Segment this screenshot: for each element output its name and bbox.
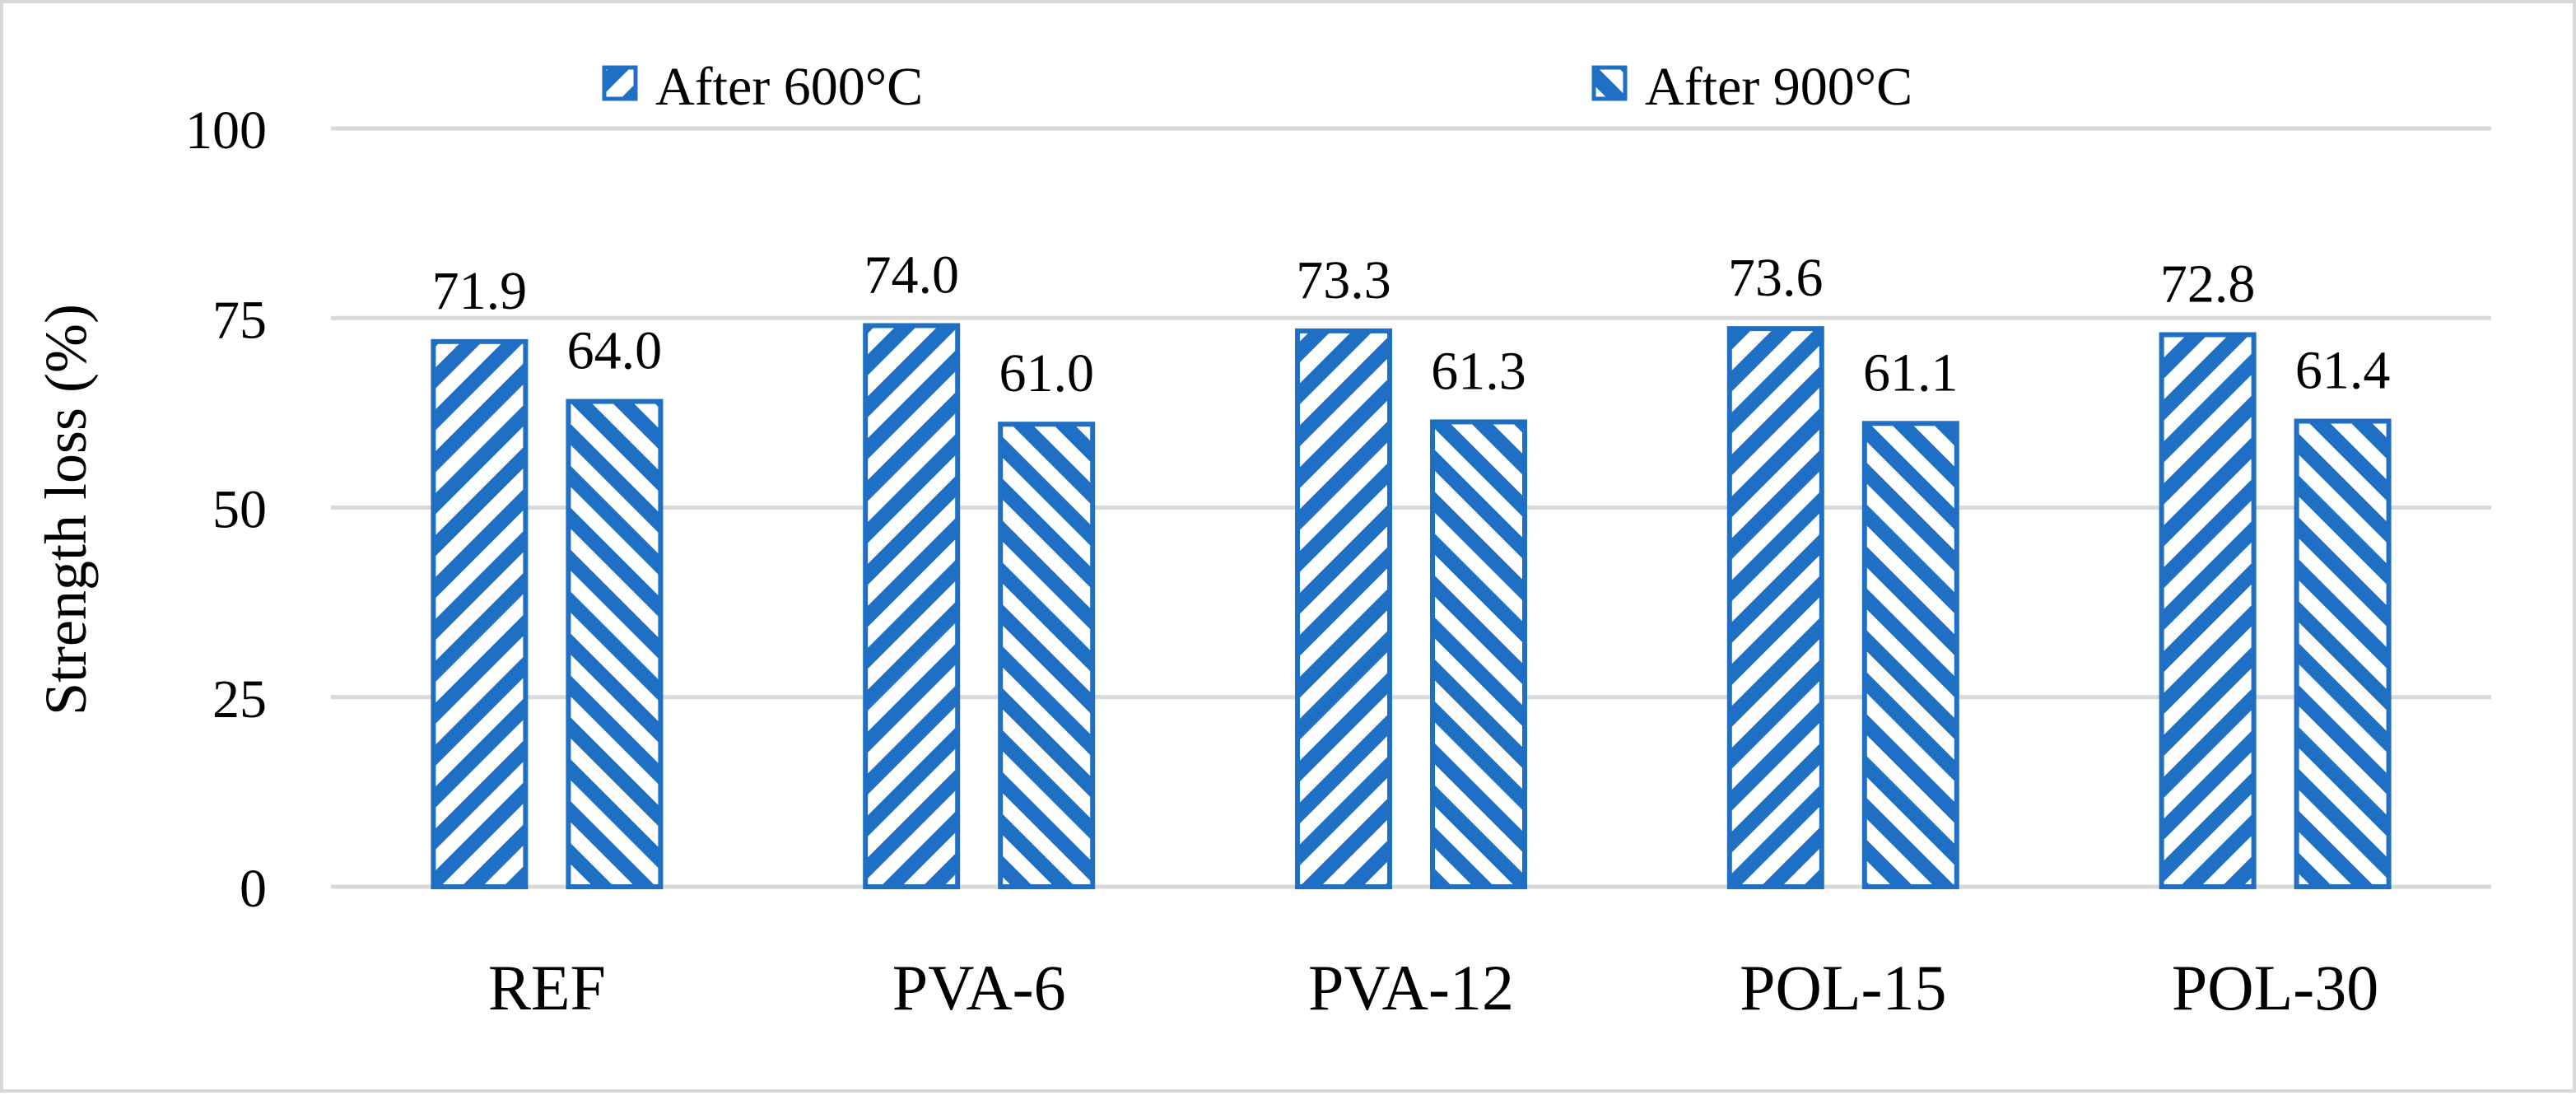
legend-label-900: After 900°C [1645,57,1912,117]
x-tick-label-pol-15: POL-15 [1740,952,1946,1023]
bar-900-ref [566,399,664,889]
x-tick-label-ref: REF [488,952,606,1023]
y-tick-label: 75 [212,290,267,350]
legend-item-600: After 600°C [602,57,923,117]
bar-600-ref [431,338,529,889]
value-label-900-pva-12: 61.3 [1431,341,1526,401]
value-labels: 71.9 64.0 74.0 61.0 73.3 61.3 73.6 61.1 72.8 61.4 [432,245,2391,403]
legend-label-600: After 600°C [655,57,923,117]
x-tick-label-pol-30: POL-30 [2172,952,2378,1023]
legend-item-900: After 900°C [1591,57,1912,117]
legend: After 600°C After 900°C [602,57,1912,117]
y-tick-label: 0 [240,859,267,919]
bar-900-pva-6 [998,422,1096,889]
value-label-600-pol-15: 73.6 [1728,248,1824,308]
bar-600-pol-15 [1726,326,1824,890]
y-tick-label: 50 [212,480,267,540]
y-tick-label: 100 [185,100,267,161]
y-axis-ticks: 0 25 50 75 100 [185,100,267,919]
value-label-600-ref: 71.9 [432,261,528,321]
value-label-600-pva-6: 74.0 [864,245,959,305]
bar-600-pva-12 [1295,328,1392,890]
x-axis-ticks: REF PVA-6 PVA-12 POL-15 POL-30 [488,952,2378,1023]
bar-900-pol-30 [2294,418,2392,890]
bar-600-pva-6 [863,323,961,889]
legend-swatch-600 [602,65,638,101]
bar-600-pol-30 [2159,332,2257,889]
bar-900-pva-12 [1430,419,1527,889]
x-tick-label-pva-12: PVA-12 [1308,952,1514,1023]
x-tick-label-pva-6: PVA-6 [892,952,1066,1023]
y-axis-title: Strength loss (%) [33,304,99,715]
bar-900-pol-15 [1861,421,1959,890]
bars [431,323,2392,890]
bar-chart: Strength loss (%) After 600°C After 900°… [33,57,2491,1023]
value-label-600-pva-12: 73.3 [1296,250,1391,310]
value-label-600-pol-30: 72.8 [2160,254,2256,315]
value-label-900-ref: 64.0 [567,321,663,381]
value-label-900-pol-15: 61.1 [1863,343,1959,403]
legend-swatch-900 [1591,65,1628,101]
y-tick-label: 25 [212,669,267,729]
value-label-900-pva-6: 61.0 [999,343,1094,403]
value-label-900-pol-30: 61.4 [2295,341,2391,401]
gridlines [331,126,2491,889]
